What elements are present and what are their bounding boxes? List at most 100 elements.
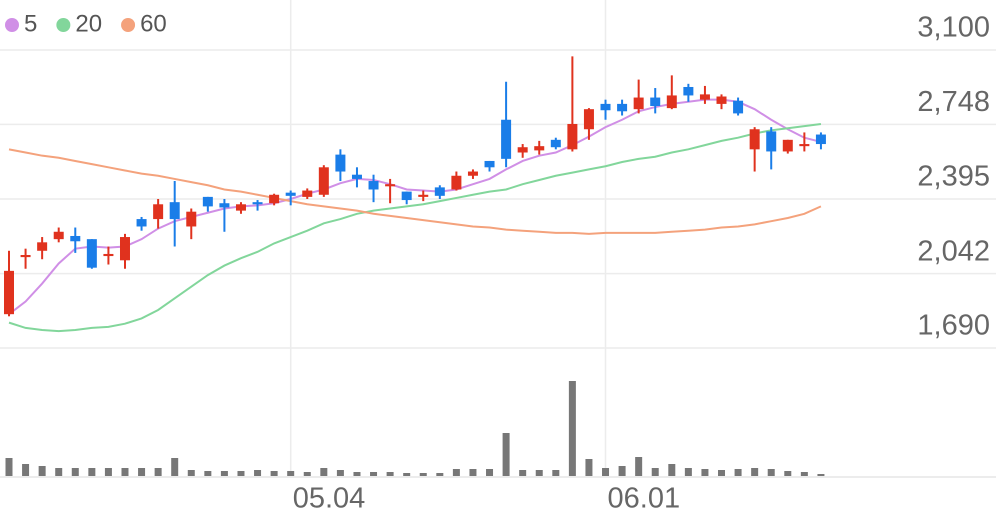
candle-body [252, 202, 263, 205]
volume-bar [767, 469, 775, 476]
volume-bar [22, 464, 30, 476]
volume-bar [287, 471, 295, 476]
volume-bar [386, 472, 394, 476]
candle-body [136, 219, 147, 227]
volume-bar [187, 470, 195, 476]
candle-body [269, 194, 280, 204]
legend-marker [121, 18, 136, 32]
volume-bar [668, 464, 676, 476]
candle-body [302, 190, 313, 197]
moving-average-line [8, 148, 822, 235]
moving-average-line [8, 98, 822, 315]
candle-body [368, 181, 379, 190]
volume-bar [817, 474, 825, 476]
candle-body [716, 96, 727, 104]
volume-bar [320, 468, 328, 476]
volume-bar [419, 473, 427, 476]
candle-body [733, 100, 744, 114]
volume-bar [104, 468, 112, 476]
candle-body [119, 237, 130, 261]
volume-bar [784, 471, 792, 476]
volume-bar [38, 466, 46, 476]
candle-body [617, 103, 628, 112]
candle-body [633, 97, 644, 110]
y-tick-label: 2,042 [917, 235, 990, 267]
candle-body [103, 253, 114, 257]
volume-bar [171, 458, 179, 476]
volume-bar [535, 470, 543, 476]
volume-bar [469, 469, 477, 476]
y-tick-label: 2,395 [917, 161, 990, 193]
volume-bar [254, 470, 262, 476]
candle-body [53, 231, 64, 240]
volume-bar [403, 473, 411, 476]
candle-body [550, 139, 561, 148]
volume-bar [55, 468, 63, 476]
volume-bar [138, 468, 146, 476]
volume-bar [436, 473, 444, 476]
volume-bar [121, 468, 129, 476]
candle-body [219, 203, 230, 208]
candle-body [235, 204, 246, 211]
candle-body [782, 139, 793, 152]
y-tick-label: 3,100 [917, 12, 990, 44]
volume-bar [519, 470, 527, 476]
volume-bar [71, 468, 79, 476]
candle-body [335, 154, 346, 172]
legend-marker [56, 18, 71, 32]
candle-body [86, 239, 97, 268]
legend-marker [5, 18, 19, 32]
volume-bar [237, 471, 245, 476]
candle-body [467, 171, 478, 176]
candle-body [385, 184, 396, 187]
candle-body [517, 147, 528, 153]
candle-body [202, 196, 213, 207]
candle-body [351, 174, 362, 179]
candle-body [815, 134, 826, 145]
volume-bar [800, 472, 808, 476]
volume-bar [88, 468, 96, 476]
candle-body [401, 191, 412, 201]
candle-body [650, 97, 661, 107]
candle-body [169, 202, 180, 220]
candle-body [766, 131, 777, 152]
volume-bar [684, 468, 692, 476]
candle-body [434, 187, 445, 196]
volume-bar [452, 469, 460, 476]
candle-body [484, 160, 495, 168]
volume-bar [270, 471, 278, 476]
legend-label: 5 [24, 10, 37, 37]
volume-bar [353, 472, 361, 476]
volume-bar [718, 470, 726, 476]
candle-body [567, 123, 578, 150]
candle-body [699, 94, 710, 100]
candle-body [37, 242, 48, 251]
candle-body [153, 204, 164, 220]
volume-bar [602, 468, 610, 476]
candle-body [70, 235, 81, 242]
moving-average-line [8, 122, 822, 333]
x-tick-label: 05.04 [293, 483, 366, 515]
volume-bar [701, 469, 709, 476]
candle-body [418, 194, 429, 197]
candle-body [4, 270, 14, 315]
candle-body [749, 129, 760, 150]
volume-bar [585, 459, 593, 476]
candle-body [799, 144, 810, 147]
volume-bar [370, 472, 378, 476]
volume-bar [336, 470, 344, 476]
volume-bar [154, 468, 162, 476]
volume-bar [502, 433, 510, 476]
volume-bar [635, 457, 643, 476]
volume-bar [552, 470, 560, 476]
volume-bar [5, 458, 13, 476]
candle-body [683, 86, 694, 96]
candle-body [583, 109, 594, 130]
candle-body [666, 95, 677, 109]
y-tick-label: 1,690 [917, 310, 990, 342]
candle-body [501, 119, 512, 159]
y-tick-label: 2,748 [917, 86, 990, 118]
volume-bar [568, 381, 576, 476]
